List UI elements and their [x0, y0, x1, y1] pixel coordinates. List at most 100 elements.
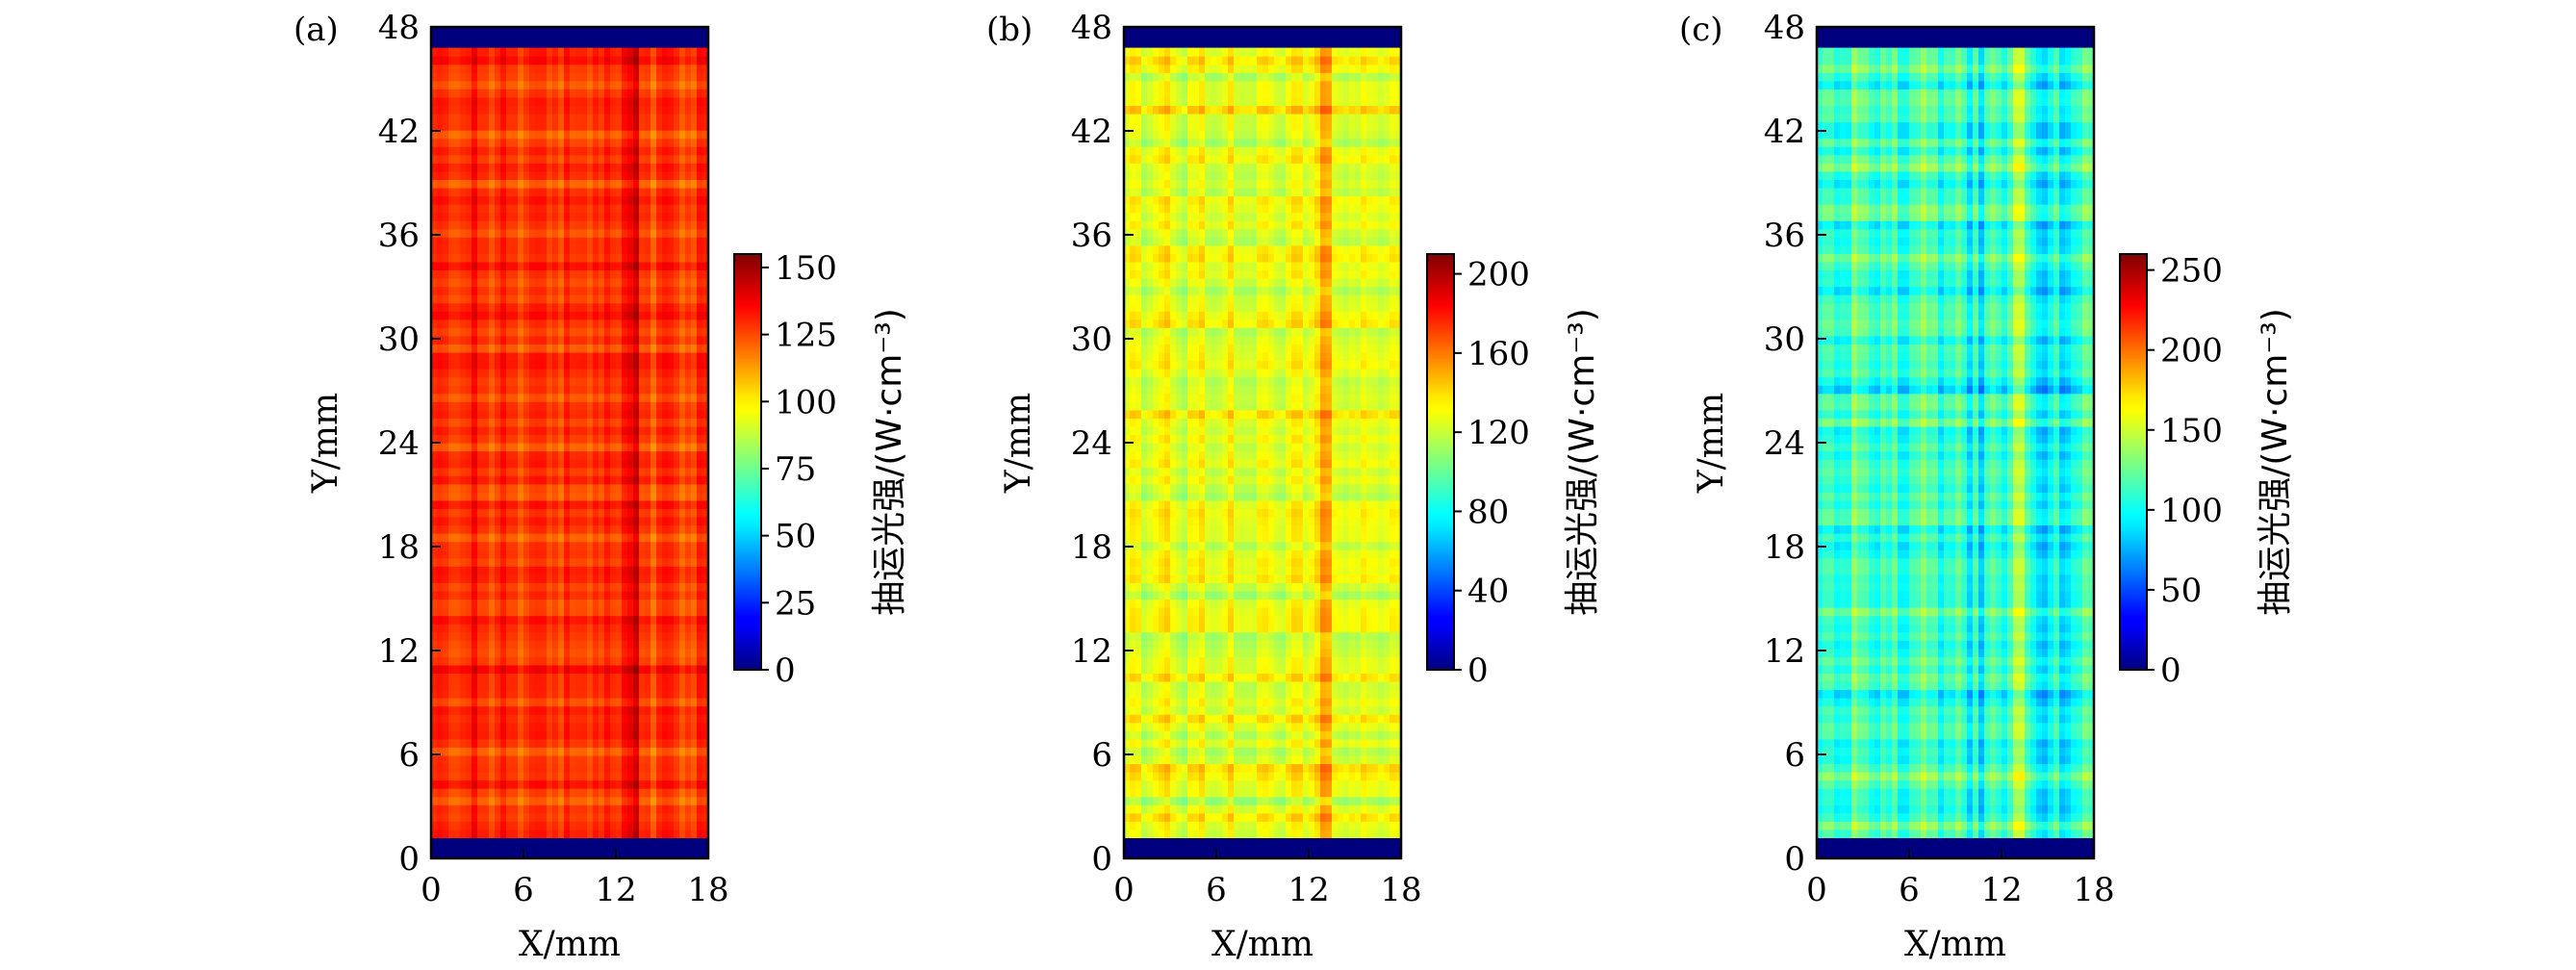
heatmap-cell	[500, 187, 507, 197]
heatmap-cell	[1297, 821, 1304, 830]
heatmap-cell	[645, 105, 651, 115]
heatmap-cell	[610, 146, 617, 156]
heatmap-cell	[668, 779, 675, 789]
heatmap-cell	[431, 228, 438, 238]
heatmap-cell	[506, 631, 513, 641]
heatmap-cell	[662, 228, 669, 238]
heatmap-cell	[610, 376, 617, 386]
heatmap-cell	[668, 212, 675, 221]
heatmap-cell	[610, 154, 617, 164]
heatmap-cell	[702, 443, 709, 452]
heatmap-cell	[633, 607, 640, 617]
heatmap-cell	[1222, 821, 1229, 830]
heatmap-cell	[570, 754, 576, 765]
heatmap-cell	[616, 261, 623, 271]
heatmap-cell	[570, 302, 576, 312]
heatmap-cell	[691, 680, 698, 691]
heatmap-cell	[512, 204, 519, 214]
heatmap-cell	[627, 344, 634, 353]
heatmap-cell	[506, 443, 513, 452]
heatmap-cell	[564, 533, 571, 543]
heatmap-cell	[431, 788, 438, 798]
heatmap-cell	[535, 763, 542, 773]
heatmap-cell	[529, 114, 536, 123]
heatmap-cell	[685, 516, 692, 526]
heatmap-cell	[500, 549, 507, 559]
heatmap-cell	[535, 508, 542, 518]
heatmap-cell	[593, 418, 599, 427]
heatmap-cell	[1378, 788, 1385, 798]
heatmap-cell	[443, 566, 449, 575]
heatmap-cell	[604, 747, 611, 756]
heatmap-cell	[697, 204, 703, 214]
heatmap-cell	[1153, 779, 1160, 789]
heatmap-cell	[495, 788, 501, 798]
heatmap-cell	[679, 72, 686, 82]
heatmap-cell	[691, 541, 698, 550]
heatmap-cell	[460, 499, 467, 509]
heatmap-cell	[495, 335, 501, 345]
heatmap-cell	[483, 294, 490, 304]
heatmap-cell	[489, 698, 496, 707]
heatmap-cell	[477, 351, 484, 362]
heatmap-cell	[633, 582, 640, 592]
heatmap-cell	[662, 286, 669, 295]
heatmap-cell	[518, 812, 524, 822]
heatmap-cell	[512, 492, 519, 501]
heatmap-cell	[541, 443, 548, 452]
heatmap-cell	[685, 615, 692, 625]
heatmap-cell	[529, 788, 536, 798]
heatmap-cell	[581, 80, 588, 89]
heatmap-cell	[679, 130, 686, 140]
heatmap-cell	[564, 483, 571, 493]
heatmap-cell	[599, 220, 605, 230]
heatmap-cell	[1372, 829, 1379, 838]
heatmap-cell	[691, 351, 698, 362]
heatmap-cell	[483, 779, 490, 789]
heatmap-cell	[587, 812, 594, 822]
heatmap-cell	[679, 170, 686, 180]
heatmap-cell	[448, 475, 455, 485]
heatmap-cell	[581, 779, 588, 789]
heatmap-cell	[495, 459, 501, 469]
heatmap-cell	[437, 294, 444, 304]
heatmap-cell	[535, 302, 542, 312]
heatmap-cell	[645, 170, 651, 180]
heatmap-cell	[685, 467, 692, 476]
heatmap-cell	[610, 648, 617, 657]
heatmap-cell	[466, 673, 472, 682]
heatmap-cell	[575, 434, 582, 444]
heatmap-cell	[472, 705, 478, 715]
heatmap-cell	[454, 763, 461, 773]
heatmap-cell	[697, 105, 703, 115]
heatmap-cell	[679, 195, 686, 205]
heatmap-cell	[679, 154, 686, 164]
heatmap-cell	[616, 409, 623, 419]
heatmap-cell	[593, 319, 599, 328]
heatmap-cell	[431, 261, 438, 271]
heatmap-cell	[656, 130, 663, 140]
heatmap-cell	[685, 121, 692, 131]
heatmap-cell	[1193, 788, 1200, 798]
heatmap-cell	[610, 237, 617, 246]
heatmap-cell	[622, 499, 628, 509]
heatmap-cell	[1193, 829, 1200, 838]
heatmap-cell	[1332, 821, 1339, 830]
heatmap-cell	[679, 163, 686, 172]
heatmap-cell	[466, 80, 472, 89]
heatmap-cell	[477, 244, 484, 254]
heatmap-cell	[547, 722, 553, 731]
heatmap-cell	[1361, 829, 1367, 838]
heatmap-cell	[593, 385, 599, 395]
heatmap-cell	[668, 154, 675, 164]
heatmap-cell	[558, 475, 565, 485]
heatmap-cell	[570, 96, 576, 107]
heatmap-cell	[448, 351, 455, 362]
heatmap-cell	[506, 788, 513, 798]
heatmap-cell	[1182, 821, 1188, 830]
heatmap-cell	[570, 582, 576, 592]
heatmap-cell	[477, 541, 484, 550]
heatmap-cell	[581, 599, 588, 608]
heatmap-cell	[448, 607, 455, 617]
heatmap-cell	[627, 269, 634, 279]
